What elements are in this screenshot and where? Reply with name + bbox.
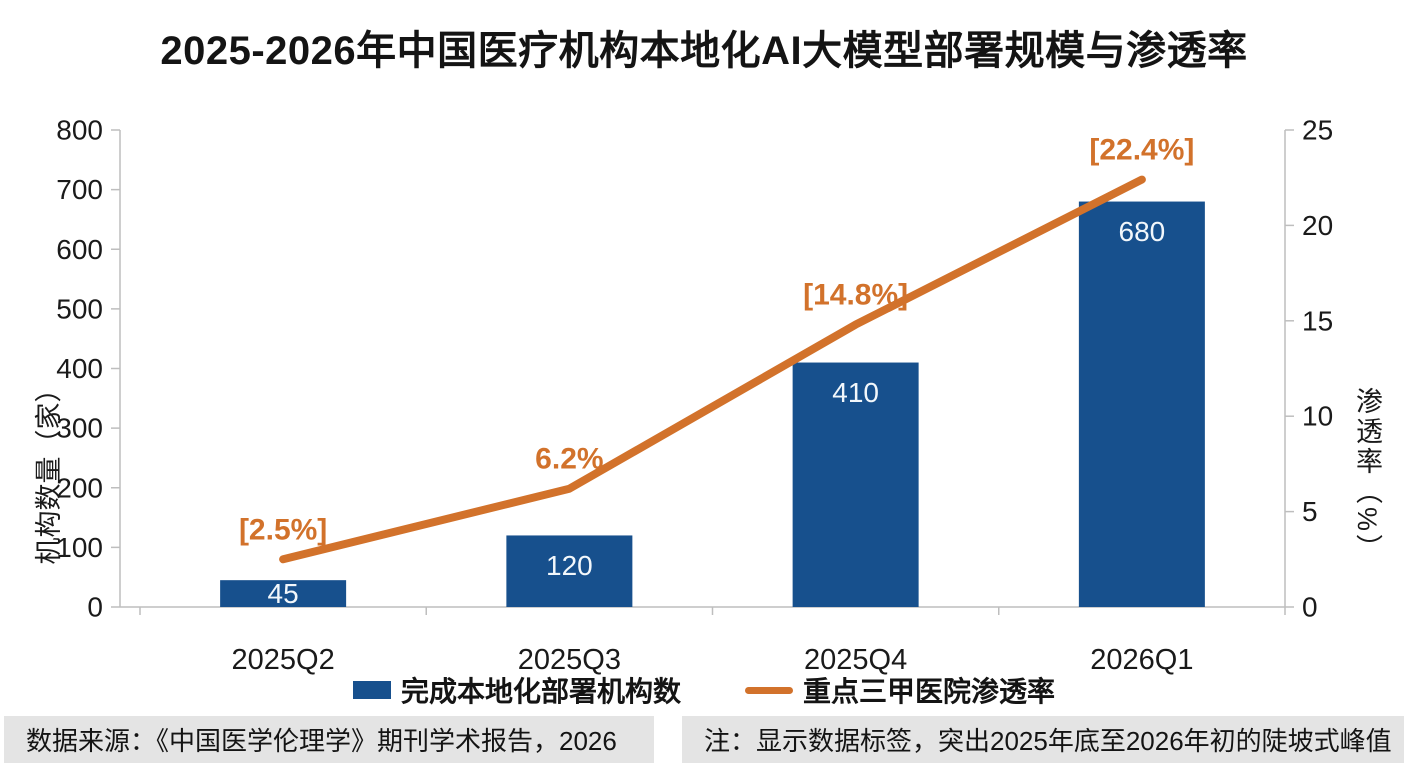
right-axis-tick-label: 20 [1302, 210, 1333, 241]
penetration-value-label: [22.4%] [1089, 134, 1194, 167]
line-series-label: 重点三甲医院渗透率 [803, 676, 1056, 707]
bar-value-label: 410 [832, 377, 879, 408]
line-series-swatch-icon [745, 686, 793, 694]
combo-chart-canvas: 0 100 200 300 400 500 600 700 800 0 5 10 15 20 25 45 120… [56, 115, 1333, 677]
bar-series-swatch-icon [352, 681, 391, 699]
bar-2026Q1 [1078, 201, 1205, 608]
x-axis-label: 2025Q3 [518, 644, 621, 676]
legend-item-deployments: 完成本地化部署机构数 [352, 670, 681, 710]
legend: 完成本地化部署机构数 重点三甲医院渗透率 [0, 670, 1408, 710]
data-source-note: 数据来源：《中国医学伦理学》期刊学术报告，2026 [4, 716, 654, 763]
bar-value-label: 120 [546, 550, 593, 581]
left-axis-tick-label: 800 [56, 115, 103, 146]
left-axis-tick-label: 100 [56, 532, 103, 563]
right-axis-tick-label: 25 [1302, 115, 1333, 146]
bar-2025Q4 [792, 362, 919, 607]
right-axis-tick-label: 0 [1302, 592, 1318, 623]
right-axis-title: 渗透率（%） [1352, 387, 1382, 565]
legend-item-penetration: 重点三甲医院渗透率 [745, 670, 1055, 710]
bar-2025Q2 [220, 580, 347, 607]
x-axis-label: 2026Q1 [1090, 644, 1193, 676]
left-axis-tick-label: 0 [87, 592, 103, 623]
bar-value-label: 45 [268, 578, 299, 609]
left-axis-tick-label: 500 [56, 293, 103, 324]
x-axis-label: 2025Q4 [804, 644, 907, 676]
x-axis-label: 2025Q2 [232, 644, 335, 676]
right-axis-tick-label: 5 [1302, 496, 1318, 527]
bar-2025Q3 [506, 535, 633, 607]
left-axis-tick-label: 400 [56, 353, 103, 384]
chart-area: 0 100 200 300 400 500 600 700 800 0 5 10 15 20 25 45 120… [0, 95, 1408, 705]
penetration-value-label: 6.2% [535, 443, 603, 476]
bar-series-label: 完成本地化部署机构数 [400, 676, 681, 707]
penetration-value-label: [2.5%] [239, 513, 327, 546]
bar-value-label: 680 [1119, 216, 1166, 247]
penetration-rate-line [279, 175, 1146, 564]
chart-title: 2025-2026年中国医疗机构本地化AI大模型部署规模与渗透率 [160, 29, 1248, 73]
right-axis-tick-label: 10 [1302, 401, 1333, 432]
right-axis-tick-label: 15 [1302, 305, 1333, 336]
left-axis-tick-label: 200 [56, 472, 103, 503]
left-axis-tick-label: 600 [56, 234, 103, 265]
left-axis-tick-label: 700 [56, 174, 103, 205]
left-axis-title: 机构数量（家） [34, 375, 64, 565]
annotation-note: 注：显示数据标签，突出2025年底至2026年初的陡坡式峰值 [682, 716, 1404, 763]
penetration-value-label: [14.8%] [803, 279, 908, 312]
left-axis-tick-label: 300 [56, 413, 103, 444]
